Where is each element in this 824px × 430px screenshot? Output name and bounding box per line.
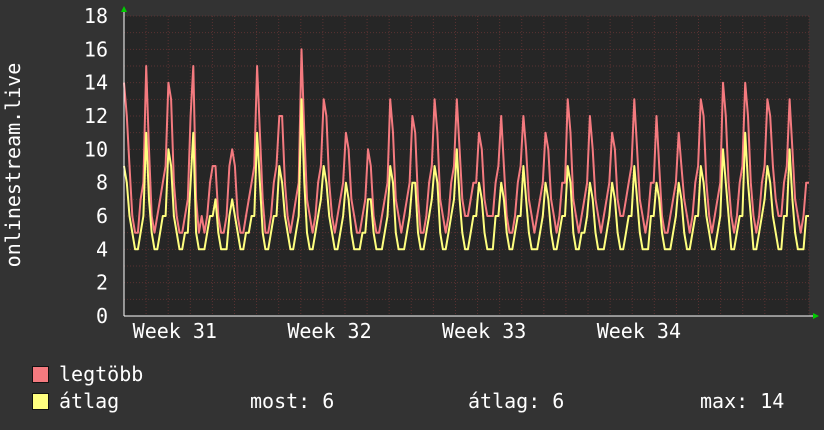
y-tick-label: 14	[84, 71, 108, 95]
y-tick-label: 12	[84, 104, 108, 128]
x-tick-label: Week 32	[287, 319, 371, 343]
y-tick-label: 8	[96, 171, 108, 195]
x-axis-arrow	[813, 313, 819, 319]
y-axis-label: onlinestream.live	[1, 63, 25, 268]
x-tick-label: Week 33	[442, 319, 526, 343]
axes	[121, 6, 819, 319]
y-tick-labels: 0 2 4 6 8 10 12 14 16 18	[84, 4, 108, 328]
y-tick-label: 0	[96, 304, 108, 328]
x-tick-label: Week 34	[597, 319, 681, 343]
y-tick-label: 2	[96, 271, 108, 295]
y-tick-label: 18	[84, 4, 108, 28]
x-tick-label: Week 31	[133, 319, 217, 343]
y-tick-label: 6	[96, 204, 108, 228]
y-tick-label: 10	[84, 137, 108, 161]
x-tick-labels: Week 31 Week 32 Week 33 Week 34	[133, 319, 681, 343]
series-line-1	[123, 98, 809, 251]
series-lines	[123, 48, 809, 251]
y-tick-label: 16	[84, 37, 108, 61]
y-axis-arrow	[121, 6, 127, 12]
y-tick-label: 4	[96, 237, 108, 261]
series-line-0	[123, 48, 809, 234]
